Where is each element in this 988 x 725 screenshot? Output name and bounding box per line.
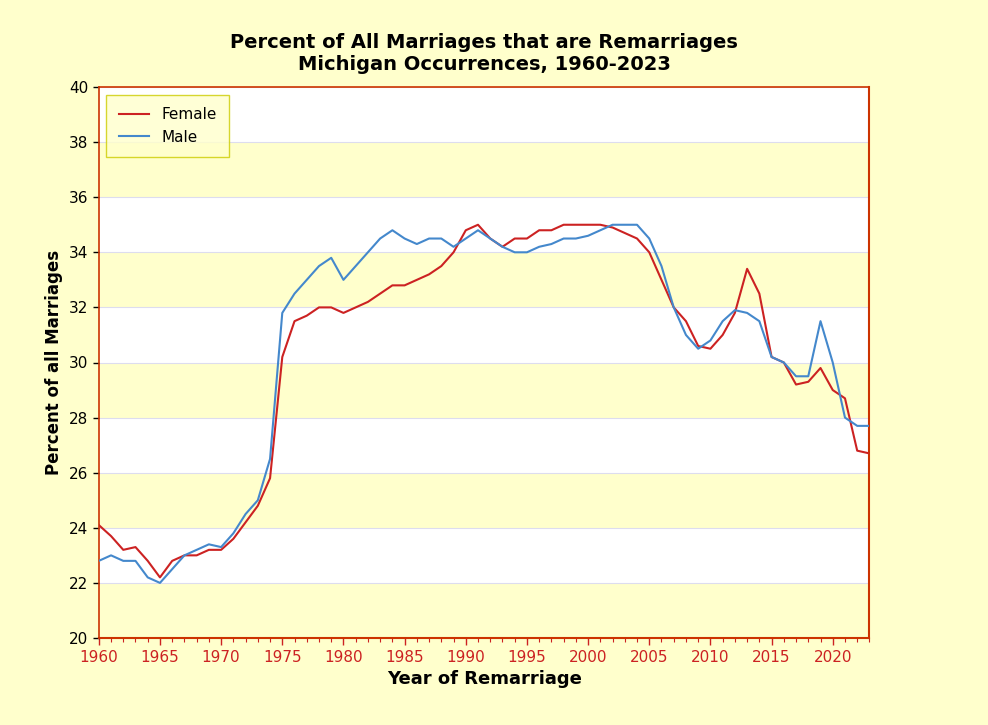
Female [154, 573, 166, 581]
Female [93, 521, 105, 529]
Male [93, 557, 105, 566]
X-axis label: Year of Remarriage: Year of Remarriage [386, 671, 582, 688]
Line: Female: Female [99, 225, 869, 577]
Male [864, 421, 875, 430]
Male [618, 220, 630, 229]
Female [864, 449, 875, 457]
Male [423, 234, 435, 243]
Male [154, 579, 166, 587]
Female [618, 228, 630, 237]
Female [203, 545, 214, 554]
Male [203, 540, 214, 549]
Male [484, 234, 496, 243]
Female [545, 226, 557, 235]
Female [472, 220, 484, 229]
Female [497, 242, 509, 251]
Bar [99, 362, 869, 418]
Bar [99, 142, 869, 197]
Y-axis label: Percent of all Marriages: Percent of all Marriages [45, 250, 63, 475]
Male [607, 220, 618, 229]
Female [607, 223, 618, 232]
Female [423, 270, 435, 278]
Title: Percent of All Marriages that are Remarriages
Michigan Occurrences, 1960-2023: Percent of All Marriages that are Remarr… [230, 33, 738, 75]
Bar [99, 583, 869, 638]
Bar [99, 252, 869, 307]
Line: Male: Male [99, 225, 869, 583]
Legend: Female, Male: Female, Male [107, 95, 229, 157]
Bar [99, 473, 869, 528]
Male [534, 242, 545, 251]
Male [595, 226, 607, 235]
